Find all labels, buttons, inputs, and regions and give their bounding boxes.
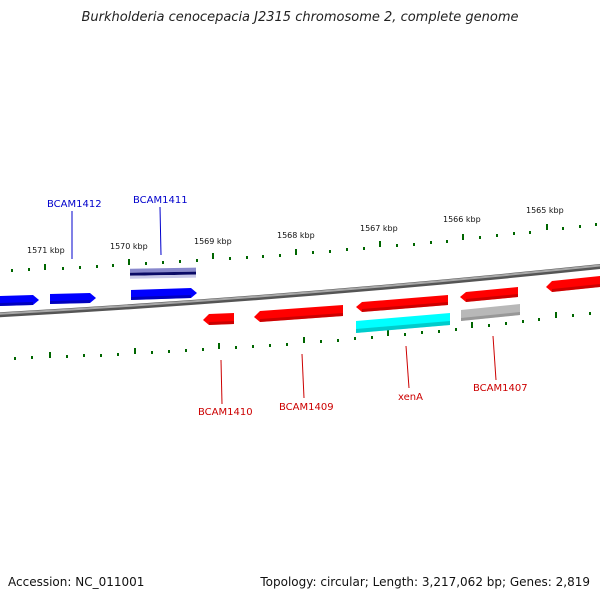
scale-labels: 1571 kbp 1570 kbp 1569 kbp 1568 kbp 1567… [27,206,564,255]
gene-bcam1407-feature[interactable] [461,304,520,321]
label-bcam1410[interactable]: BCAM1410 [198,407,253,418]
gene-reverse-right-edge[interactable] [546,276,600,292]
map-title: Burkholderia cenocepacia J2315 chromosom… [81,10,519,25]
label-bcam1411[interactable]: BCAM1411 [133,195,188,206]
inner-tick-ring [14,312,591,360]
label-xena[interactable]: xenA [398,392,423,403]
gene-forward-left-edge[interactable] [0,295,39,306]
accession-text: Accession: NC_011001 [8,575,145,589]
gene-bcam1407[interactable] [460,287,518,302]
reverse-genes [203,276,600,333]
genome-summary-text: Topology: circular; Length: 3,217,062 bp… [260,575,590,589]
gene-bcam1411-cds-feature[interactable] [130,267,196,279]
gene-xena[interactable] [356,295,448,312]
tick-label-1565: 1565 kbp [526,206,564,215]
label-bcam1407[interactable]: BCAM1407 [473,383,528,394]
tick-label-1569: 1569 kbp [194,237,232,246]
label-bcam1412[interactable]: BCAM1412 [47,199,102,210]
tick-label-1567: 1567 kbp [360,224,398,233]
tick-label-1570: 1570 kbp [110,242,148,251]
gene-bcam1412[interactable] [50,293,96,304]
tick-label-1571: 1571 kbp [27,246,65,255]
label-bcam1409[interactable]: BCAM1409 [279,402,334,413]
tick-label-1566: 1566 kbp [443,215,481,224]
gene-labels: BCAM1412 BCAM1411 BCAM1410 BCAM1409 xenA… [47,195,528,418]
forward-genes [0,267,197,306]
gene-bcam1411[interactable] [131,288,197,300]
gene-bcam1409[interactable] [254,305,343,322]
label-leaders [71,206,497,405]
gene-bcam1410[interactable] [203,313,234,325]
gene-xena-feature[interactable] [356,313,450,333]
chromosome-backbone [0,264,600,318]
tick-label-1568: 1568 kbp [277,231,315,240]
outer-tick-ring [11,223,597,272]
